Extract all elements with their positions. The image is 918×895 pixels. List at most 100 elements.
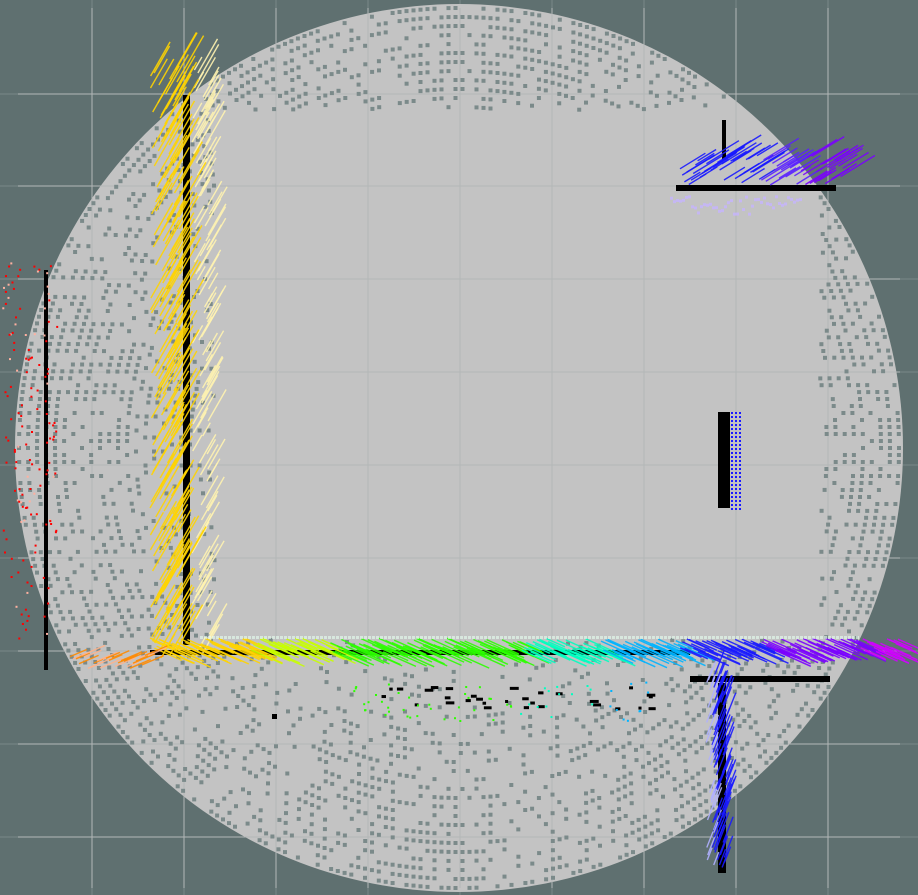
unknown-cell [363,669,368,674]
scan-point [166,370,190,410]
unknown-cell [86,308,91,313]
unknown-cell [453,87,458,91]
scan-point [29,488,32,490]
unknown-cell [446,885,451,890]
scan-point [199,353,214,377]
unknown-cell [481,867,486,872]
scan-point [172,435,193,470]
unknown-cell [577,51,582,56]
unknown-cell [356,781,361,786]
unknown-cell [735,672,740,677]
unknown-cell [744,661,749,666]
scan-point [739,412,741,414]
unknown-cell [133,369,138,374]
unknown-cell [246,640,251,645]
unknown-cell [453,15,458,19]
unknown-cell [656,53,661,58]
scan-point [30,565,33,568]
unknown-cell [816,684,821,689]
unknown-cell [579,675,584,680]
scan-point [649,643,687,662]
scan-point [200,393,216,419]
scan-point [767,145,791,160]
unknown-cell [363,43,368,48]
unknown-cell [106,522,111,527]
unknown-cell [616,787,621,792]
scan-point [809,650,832,662]
unknown-cell [740,707,745,712]
scan-point [708,649,741,665]
unknown-cell [205,675,209,680]
unknown-cell [73,642,78,646]
unknown-cell [252,77,257,82]
scan-point [709,676,716,691]
scan-point [769,166,801,186]
scan-point [608,636,611,639]
scan-point [735,480,737,482]
unknown-cell [411,17,416,22]
unknown-cell [323,103,328,108]
unknown-cell [858,495,862,499]
scan-point [741,638,776,655]
unknown-cell [315,862,320,867]
unknown-cell [198,159,202,164]
unknown-cell [146,626,151,631]
unknown-cell [507,746,512,751]
unknown-cell [686,81,691,86]
unknown-cell [600,715,605,720]
unknown-cell [160,594,165,599]
unknown-cell [690,775,695,780]
unknown-cell [833,529,838,534]
scan-point [735,464,737,466]
unknown-cell [847,550,852,554]
unknown-cell [127,487,132,492]
scan-point [756,636,759,639]
unknown-cell [418,80,423,84]
unknown-cell [432,804,437,809]
unknown-cell [643,834,648,839]
unknown-cell [819,508,824,513]
unknown-cell [425,884,430,889]
scan-point [620,636,623,639]
unknown-cell [199,170,204,175]
unknown-cell [631,850,635,855]
unknown-cell [397,10,402,14]
unknown-cell [867,577,872,582]
scan-point [448,636,451,639]
unknown-cell [162,421,166,426]
scan-point [528,636,531,639]
scan-point [731,476,733,478]
unknown-cell [850,249,855,254]
unknown-cell [99,257,104,262]
unknown-cell [888,446,892,450]
unknown-cell [577,60,582,65]
scan-point [5,461,8,464]
unknown-cell [673,787,677,792]
scan-point [376,636,379,639]
unknown-cell [90,474,95,478]
unknown-cell [561,713,566,718]
unknown-cell [700,745,704,750]
unknown-cell [377,105,382,110]
unknown-cell [530,12,535,17]
scan-point [739,199,742,203]
unknown-cell [446,42,451,47]
scan-point [475,649,509,665]
unknown-cell [439,804,444,809]
unknown-cell [252,684,257,689]
unknown-cell [622,764,627,769]
unknown-cell [120,595,125,600]
unknown-cell [84,315,89,320]
scan-point [179,162,207,209]
scan-point [832,636,835,639]
scan-point [202,340,212,356]
scan-point [626,719,629,722]
scan-point [616,636,619,639]
scan-point [816,150,851,173]
unknown-cell [416,684,421,689]
unknown-cell [397,19,402,24]
scan-point [14,489,16,492]
unknown-cell [173,532,178,537]
